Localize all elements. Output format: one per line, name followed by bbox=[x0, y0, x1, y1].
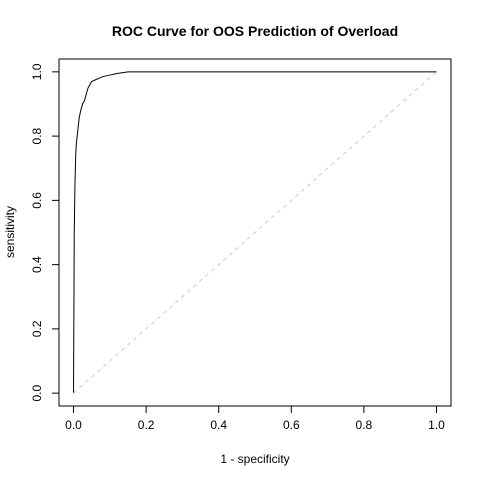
x-tick-label: 0.8 bbox=[356, 418, 373, 432]
x-tick-label: 0.6 bbox=[283, 418, 300, 432]
x-tick-label: 0.2 bbox=[138, 418, 155, 432]
axis-ticks: 0.0 0.2 0.4 0.6 0.8 1.0 0.0 0.2 0.4 0.6 0.8 1.0 bbox=[30, 63, 445, 432]
x-tick-label: 0.4 bbox=[210, 418, 227, 432]
x-tick-label: 1.0 bbox=[428, 418, 445, 432]
y-axis-label: sensitivity bbox=[3, 206, 17, 258]
chart-title: ROC Curve for OOS Prediction of Overload bbox=[112, 23, 398, 39]
y-tick-label: 1.0 bbox=[30, 63, 44, 80]
y-tick-label: 0.2 bbox=[30, 320, 44, 337]
roc-curve-line bbox=[73, 71, 437, 394]
y-tick-label: 0.6 bbox=[30, 192, 44, 209]
x-axis-label: 1 - specificity bbox=[220, 452, 289, 466]
y-tick-label: 0.4 bbox=[30, 256, 44, 273]
chance-diagonal-line bbox=[73, 71, 437, 394]
y-tick-label: 0.8 bbox=[30, 127, 44, 144]
y-tick-label: 0.0 bbox=[30, 384, 44, 401]
series-layer bbox=[73, 71, 437, 394]
x-tick-label: 0.0 bbox=[65, 418, 82, 432]
